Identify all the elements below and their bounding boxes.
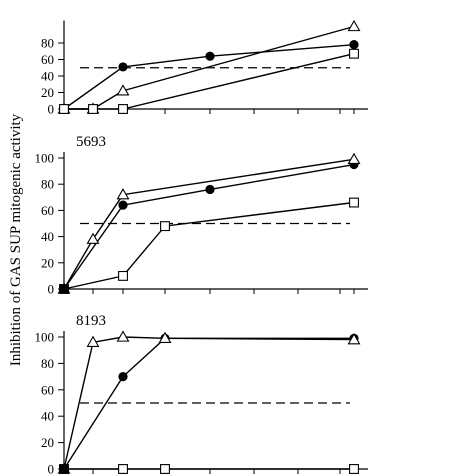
- data-point-triangle: [158, 331, 172, 343]
- y-tick-label: 100: [35, 151, 55, 166]
- data-point-circle: [205, 184, 215, 195]
- data-point-square: [118, 270, 128, 281]
- y-tick-label: 60: [41, 52, 54, 67]
- series-line-filled-circle: [63, 337, 354, 470]
- data-point-square: [118, 464, 128, 474]
- data-point-triangle: [347, 19, 361, 32]
- data-point-triangle: [116, 330, 130, 342]
- series-line-open-triangle: [63, 158, 355, 290]
- series-line-open-square: [63, 201, 355, 290]
- data-point-square: [349, 464, 359, 474]
- data-point-circle: [118, 200, 128, 210]
- y-tick-label: 0: [48, 282, 55, 297]
- data-point-square: [160, 221, 170, 232]
- data-point-square: [88, 104, 98, 114]
- data-point-circle: [349, 40, 359, 50]
- y-tick-label: 60: [41, 382, 54, 397]
- panel-2: 0 20 40 60 80 100 5693: [35, 134, 368, 297]
- data-point-square: [349, 48, 359, 59]
- y-tick-label: 80: [41, 356, 54, 371]
- panel-title: 5693: [76, 134, 106, 150]
- y-tick-label: 40: [41, 409, 54, 424]
- data-point-triangle: [347, 152, 361, 164]
- y-tick-label: 0: [48, 102, 55, 117]
- data-point-circle: [205, 51, 215, 61]
- data-point-square: [59, 284, 69, 294]
- data-point-triangle: [116, 188, 130, 200]
- data-point-triangle: [347, 333, 361, 345]
- y-tick-label: 60: [41, 203, 54, 218]
- y-tick-label: 20: [41, 255, 54, 270]
- y-tick-label: 20: [41, 435, 54, 450]
- y-tick-label: 40: [41, 229, 54, 244]
- data-point-square: [160, 464, 170, 474]
- data-point-square: [349, 197, 359, 208]
- series-line-open-square: [64, 53, 355, 110]
- y-tick-label: 40: [41, 69, 54, 84]
- data-point-circle: [118, 372, 128, 382]
- y-tick-label: 80: [41, 36, 54, 51]
- y-axis-label: Inhibition of GAS SUP mitogenic activity: [8, 113, 24, 366]
- y-tick-label: 0: [48, 462, 55, 474]
- series-line-filled-circle: [63, 44, 355, 110]
- panel-3: 0 20 40 60 80 100 8193: [35, 313, 368, 474]
- data-point-triangle: [86, 232, 100, 244]
- data-point-circle: [118, 62, 128, 72]
- panel-title: 8193: [76, 313, 106, 329]
- data-point-square: [59, 104, 69, 114]
- y-tick-label: 100: [35, 330, 55, 345]
- data-point-triangle: [86, 335, 100, 347]
- data-point-square: [59, 464, 69, 474]
- series-line-filled-circle: [63, 163, 355, 290]
- data-point-square: [118, 104, 128, 114]
- y-tick-label: 20: [41, 85, 54, 100]
- y-tick-label: 80: [41, 177, 54, 192]
- data-point-triangle: [116, 84, 130, 96]
